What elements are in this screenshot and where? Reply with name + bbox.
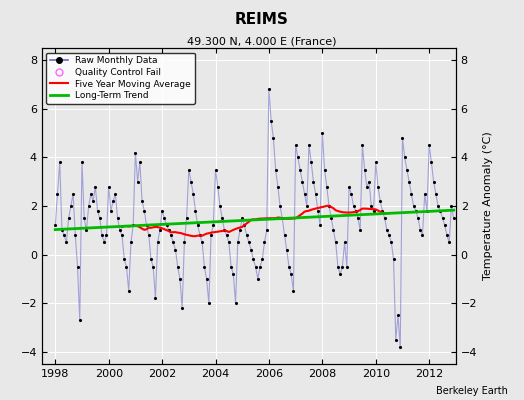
Text: 49.300 N, 4.000 E (France): 49.300 N, 4.000 E (France) (187, 36, 337, 46)
Y-axis label: Temperature Anomaly (°C): Temperature Anomaly (°C) (483, 132, 493, 280)
Text: REIMS: REIMS (235, 12, 289, 27)
Legend: Raw Monthly Data, Quality Control Fail, Five Year Moving Average, Long-Term Tren: Raw Monthly Data, Quality Control Fail, … (47, 52, 195, 104)
Text: Berkeley Earth: Berkeley Earth (436, 386, 508, 396)
